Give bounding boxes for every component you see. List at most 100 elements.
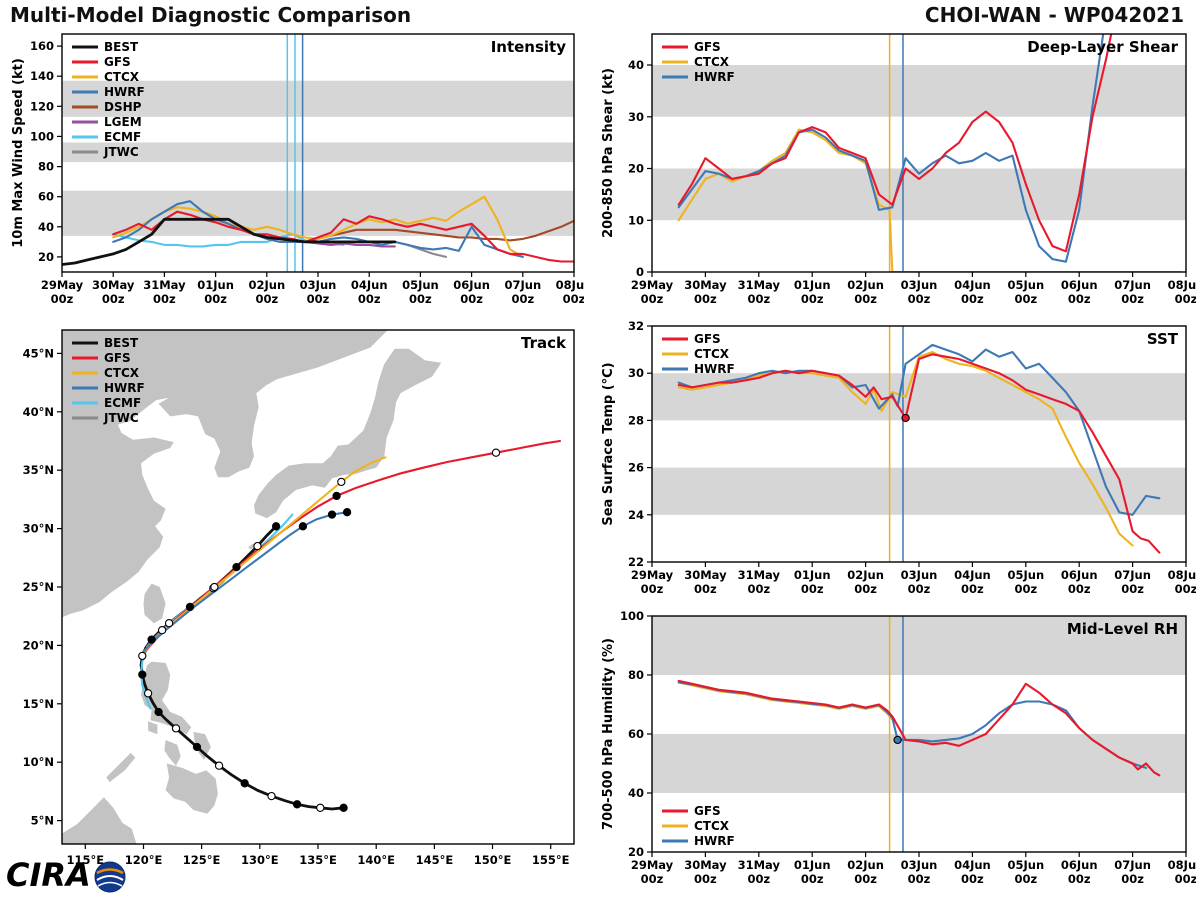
svg-text:30°N: 30°N [23, 522, 54, 536]
svg-text:07Jun: 07Jun [1114, 568, 1151, 582]
svg-text:01Jun: 01Jun [794, 858, 831, 872]
svg-text:08Jun: 08Jun [1168, 858, 1196, 872]
svg-text:03Jun: 03Jun [901, 568, 938, 582]
svg-text:Sea Surface Temp (°C): Sea Surface Temp (°C) [601, 362, 616, 525]
svg-text:00z: 00z [51, 292, 74, 306]
svg-text:20: 20 [628, 845, 644, 859]
svg-text:GFS: GFS [104, 351, 131, 365]
svg-text:29May: 29May [41, 278, 84, 292]
svg-text:10m Max Wind Speed (kt): 10m Max Wind Speed (kt) [11, 58, 26, 248]
svg-text:00z: 00z [747, 872, 770, 886]
cira-logo: CIRA [4, 850, 144, 898]
svg-text:HWRF: HWRF [104, 85, 145, 99]
svg-text:00z: 00z [694, 292, 717, 306]
svg-text:45°N: 45°N [23, 346, 54, 360]
svg-text:ECMF: ECMF [104, 130, 141, 144]
svg-text:00z: 00z [854, 582, 877, 596]
svg-text:07Jun: 07Jun [1114, 278, 1151, 292]
svg-text:60: 60 [38, 190, 54, 204]
svg-text:GFS: GFS [104, 55, 131, 69]
svg-text:00z: 00z [1068, 872, 1091, 886]
svg-text:HWRF: HWRF [694, 362, 735, 376]
intensity-chart: 29May00z30May00z31May00z01Jun00z02Jun00z… [11, 33, 584, 306]
svg-text:CTCX: CTCX [694, 55, 730, 69]
svg-text:CTCX: CTCX [104, 70, 140, 84]
svg-text:08Jun: 08Jun [556, 278, 584, 292]
svg-text:24: 24 [628, 508, 644, 522]
svg-text:02Jun: 02Jun [847, 858, 884, 872]
svg-text:25°N: 25°N [23, 580, 54, 594]
svg-text:29May: 29May [631, 278, 674, 292]
svg-text:00z: 00z [641, 582, 664, 596]
svg-text:00z: 00z [1068, 582, 1091, 596]
svg-text:00z: 00z [1014, 582, 1037, 596]
svg-text:140: 140 [30, 69, 54, 83]
svg-text:00z: 00z [694, 582, 717, 596]
svg-text:08Jun: 08Jun [1168, 278, 1196, 292]
svg-text:100: 100 [620, 609, 644, 623]
svg-text:00z: 00z [908, 582, 931, 596]
svg-text:10°N: 10°N [23, 755, 54, 769]
svg-text:CTCX: CTCX [694, 819, 730, 833]
svg-text:145°E: 145°E [416, 853, 454, 867]
svg-text:135°E: 135°E [299, 853, 337, 867]
svg-text:00z: 00z [511, 292, 534, 306]
svg-text:22: 22 [628, 555, 644, 569]
svg-text:HWRF: HWRF [694, 834, 735, 848]
globe-icon [94, 861, 126, 893]
svg-text:04Jun: 04Jun [954, 858, 991, 872]
svg-text:ECMF: ECMF [104, 396, 141, 410]
svg-text:06Jun: 06Jun [1061, 278, 1098, 292]
svg-text:00z: 00z [307, 292, 330, 306]
svg-text:120°E: 120°E [125, 853, 163, 867]
svg-text:20°N: 20°N [23, 638, 54, 652]
svg-text:120: 120 [30, 99, 54, 113]
svg-text:HWRF: HWRF [104, 381, 145, 395]
svg-text:20: 20 [38, 250, 54, 264]
svg-text:100: 100 [30, 129, 54, 143]
svg-text:02Jun: 02Jun [847, 278, 884, 292]
svg-text:31May: 31May [738, 278, 781, 292]
svg-text:00z: 00z [102, 292, 125, 306]
svg-text:00z: 00z [747, 582, 770, 596]
svg-text:04Jun: 04Jun [954, 278, 991, 292]
svg-text:05Jun: 05Jun [1007, 858, 1044, 872]
svg-text:CTCX: CTCX [694, 347, 730, 361]
svg-text:06Jun: 06Jun [453, 278, 490, 292]
svg-text:00z: 00z [1121, 582, 1144, 596]
svg-text:00z: 00z [854, 292, 877, 306]
svg-text:03Jun: 03Jun [901, 858, 938, 872]
svg-text:02Jun: 02Jun [847, 568, 884, 582]
svg-text:30May: 30May [684, 858, 727, 872]
svg-text:05Jun: 05Jun [402, 278, 439, 292]
svg-text:00z: 00z [1175, 872, 1196, 886]
svg-text:40: 40 [628, 58, 644, 72]
svg-text:00z: 00z [1068, 292, 1091, 306]
svg-text:28: 28 [628, 413, 644, 427]
svg-text:00z: 00z [204, 292, 227, 306]
svg-text:00z: 00z [358, 292, 381, 306]
svg-text:00z: 00z [1175, 582, 1196, 596]
svg-text:Mid-Level RH: Mid-Level RH [1067, 620, 1178, 638]
svg-text:00z: 00z [153, 292, 176, 306]
svg-text:03Jun: 03Jun [300, 278, 337, 292]
svg-text:30: 30 [628, 110, 644, 124]
svg-text:CTCX: CTCX [104, 366, 140, 380]
svg-text:00z: 00z [1175, 292, 1196, 306]
svg-text:00z: 00z [641, 292, 664, 306]
svg-text:31May: 31May [143, 278, 186, 292]
svg-text:GFS: GFS [694, 332, 721, 346]
svg-text:01Jun: 01Jun [794, 568, 831, 582]
svg-text:700-500 hPa Humidity (%): 700-500 hPa Humidity (%) [601, 638, 616, 830]
svg-text:40°N: 40°N [23, 405, 54, 419]
cira-logo-text: CIRA [6, 856, 91, 894]
svg-text:00z: 00z [961, 582, 984, 596]
svg-text:00z: 00z [801, 582, 824, 596]
svg-text:06Jun: 06Jun [1061, 568, 1098, 582]
svg-text:GFS: GFS [694, 804, 721, 818]
svg-text:5°N: 5°N [31, 814, 54, 828]
svg-text:BEST: BEST [104, 336, 139, 350]
svg-text:00z: 00z [641, 872, 664, 886]
svg-text:00z: 00z [908, 292, 931, 306]
